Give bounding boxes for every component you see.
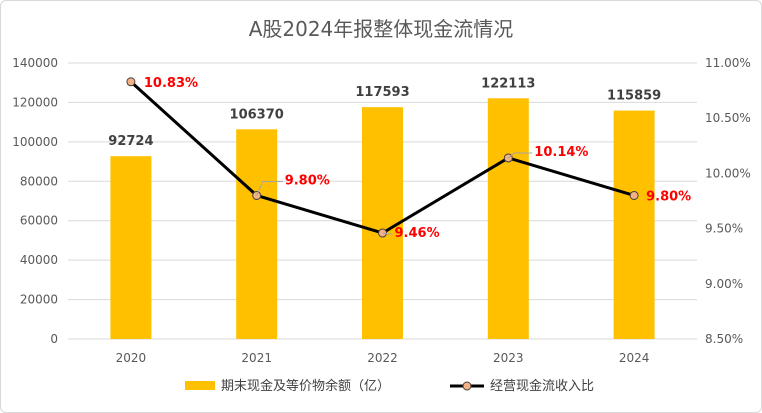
x-tick-label: 2021 — [241, 351, 272, 365]
bar-value-label: 106370 — [230, 107, 284, 122]
right-tick-label: 10.50% — [705, 111, 751, 125]
left-tick-label: 20000 — [20, 293, 58, 307]
x-axis: 2020 2021 2022 2023 2024 — [116, 351, 650, 365]
right-tick-label: 8.50% — [705, 332, 743, 346]
right-tick-label: 9.00% — [705, 277, 743, 291]
right-axis: 8.50% 9.00% 9.50% 10.00% 10.50% 11.00% — [705, 56, 751, 346]
bar-data-labels: 92724 106370 117593 122113 115859 — [108, 76, 661, 149]
right-tick-label: 9.50% — [705, 222, 743, 236]
line-value-label: 9.80% — [646, 189, 691, 204]
left-tick-label: 0 — [50, 332, 58, 346]
legend-bar-swatch — [185, 381, 215, 390]
bar — [487, 98, 529, 339]
x-tick-label: 2024 — [619, 351, 650, 365]
bar-value-label: 122113 — [481, 76, 535, 91]
bar-series — [110, 98, 655, 339]
line-value-label: 9.80% — [285, 173, 330, 188]
label-leader-line — [256, 180, 283, 196]
bar-value-label: 117593 — [355, 85, 409, 100]
line-data-labels: 10.83% 9.80% 9.46% 10.14% 9.80% — [144, 76, 691, 241]
left-tick-label: 100000 — [12, 135, 58, 149]
bar-value-label: 92724 — [108, 134, 153, 149]
chart-title: A股2024年报整体现金流情况 — [249, 17, 514, 41]
left-tick-label: 60000 — [20, 214, 58, 228]
left-tick-label: 120000 — [12, 95, 58, 109]
bar — [613, 110, 655, 339]
left-axis: 0 20000 40000 60000 80000 100000 120000 140000 — [12, 56, 58, 346]
bar — [110, 156, 152, 339]
right-tick-label: 11.00% — [705, 56, 751, 70]
label-leader-line — [507, 152, 533, 159]
left-tick-label: 140000 — [12, 56, 58, 70]
bar — [362, 107, 403, 339]
x-tick-label: 2022 — [367, 351, 398, 365]
legend: 期末现金及等价物余额（亿） 经营现金流收入比 — [185, 378, 594, 394]
x-tick-label: 2023 — [493, 351, 524, 365]
line-value-label: 10.83% — [144, 76, 198, 91]
line-value-label: 9.46% — [395, 226, 440, 241]
line-marker — [126, 77, 136, 87]
legend-line-marker — [462, 381, 472, 391]
label-leader-line — [382, 232, 393, 235]
left-tick-label: 80000 — [20, 174, 58, 188]
label-leader-lines — [256, 152, 533, 235]
right-tick-label: 10.00% — [705, 166, 751, 180]
bar-value-label: 115859 — [607, 89, 661, 104]
bar — [236, 129, 278, 339]
legend-bar-label: 期末现金及等价物余额（亿） — [221, 378, 390, 394]
legend-line-label: 经营现金流收入比 — [490, 378, 594, 394]
x-tick-label: 2020 — [116, 351, 147, 365]
left-tick-label: 40000 — [20, 253, 58, 267]
line-value-label: 10.14% — [534, 145, 588, 160]
line-marker — [629, 190, 639, 200]
